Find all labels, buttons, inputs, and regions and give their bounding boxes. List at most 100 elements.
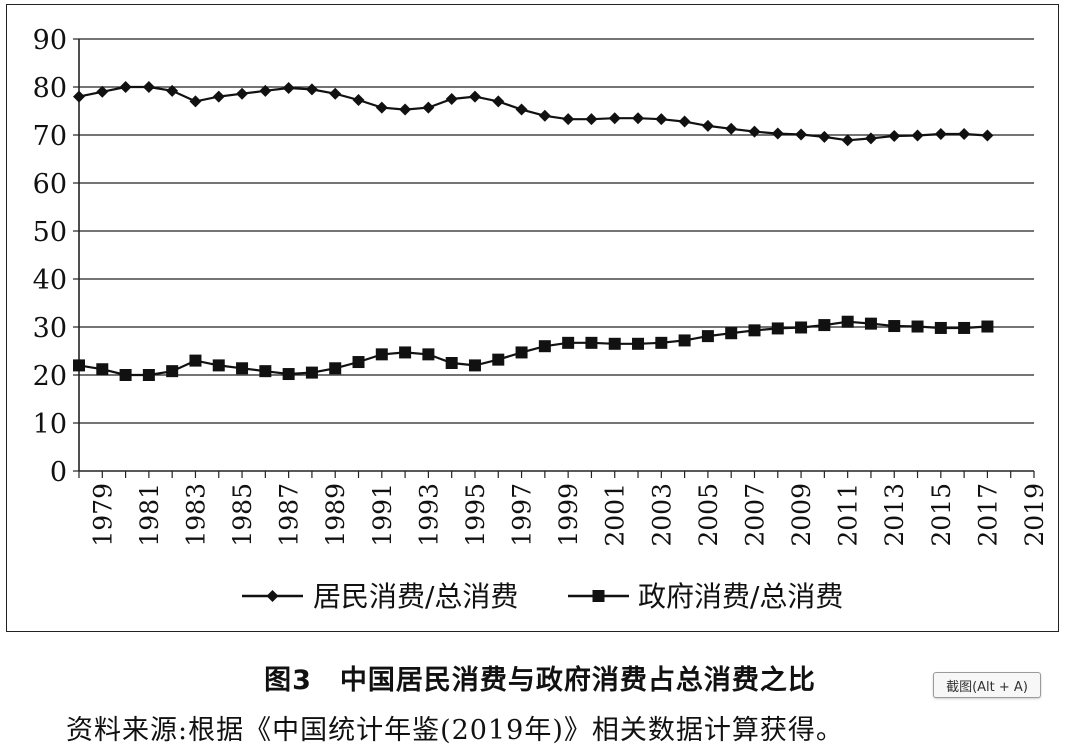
data-point-square [352,356,365,369]
data-point-square [701,330,714,343]
data-point-diamond [212,90,225,103]
y-tick-label: 0 [50,457,67,488]
data-point-square [445,357,458,369]
data-point-diamond [585,113,598,126]
x-tick-label: 2011 [834,483,863,547]
data-point-square [375,348,388,361]
line-chart: 0 10 20 30 40 50 60 70 80 90 1979 1981 1983 1985 1987 1… [33,25,1049,613]
chart-frame: 0 10 20 30 40 50 60 70 80 90 1979 1981 1983 1985 1987 1… [6,4,1059,632]
x-tick-label: 1991 [368,483,397,547]
data-point-square [864,317,877,330]
legend-label-2: 政府消费/总消费 [638,580,843,613]
x-tick-label: 1985 [228,483,257,547]
x-tick-label: 2009 [787,483,816,547]
data-point-diamond [305,83,318,96]
data-point-square [73,359,85,372]
data-point-diamond [236,87,249,100]
data-point-diamond [96,85,109,98]
data-point-square [608,337,621,350]
data-point-square [259,365,272,378]
data-point-diamond [515,103,528,116]
data-point-diamond [329,87,342,100]
data-point-square [934,321,947,334]
data-point-diamond [259,84,272,97]
series-line-2 [78,320,988,377]
data-point-square [632,337,645,350]
data-point-diamond [445,93,458,105]
data-point-diamond [399,103,412,116]
data-point-square [562,336,575,349]
data-point-square [655,336,668,349]
data-point-diamond [841,134,854,147]
data-point-square [585,336,598,349]
x-tick-label: 1995 [461,483,490,547]
data-point-diamond [375,101,388,114]
data-point-square [399,346,412,359]
data-point-diamond [562,113,575,126]
x-tick-label: 2015 [927,483,956,547]
data-point-diamond [352,93,365,106]
data-point-square [468,359,481,372]
data-point-diamond [632,112,645,125]
y-tick-label: 20 [33,361,67,392]
x-tick-label: 2003 [647,483,676,547]
data-point-diamond [468,90,481,103]
data-point-square [795,321,808,334]
data-point-square [96,363,109,376]
data-point-diamond [655,113,668,126]
data-point-square [678,334,691,347]
data-point-square [282,368,295,381]
data-point-square [492,353,505,366]
data-point-square [958,321,971,334]
data-point-square [771,322,784,335]
data-point-square [725,327,738,340]
series-line-1 [78,85,988,142]
data-point-diamond [678,115,691,128]
data-point-diamond [119,81,132,93]
data-point-square [888,320,901,333]
data-point-diamond [608,112,621,125]
x-tick-label: 1989 [321,483,350,547]
data-point-diamond [492,95,505,108]
y-tick-label: 70 [33,121,67,152]
data-point-square [538,340,551,353]
data-point-square [142,369,155,381]
y-tick-label: 60 [33,169,67,200]
legend-marker-square [592,590,605,602]
data-point-square [189,354,202,367]
data-point-diamond [981,129,994,142]
y-tick-label: 90 [33,25,67,56]
x-tick-label: 2013 [880,483,909,547]
data-point-diamond [748,125,761,138]
data-point-square [841,315,854,328]
data-point-diamond [934,128,947,141]
data-point-square [981,320,994,333]
data-point-diamond [422,101,435,114]
data-point-diamond [958,128,971,141]
screenshot-button[interactable]: 截图(Alt + A) [933,672,1041,698]
data-point-diamond [795,128,808,141]
legend-marker-diamond [266,590,279,602]
x-tick-label: 2005 [694,483,723,547]
data-point-square [212,359,225,372]
legend-label-1: 居民消费/总消费 [313,580,518,613]
data-point-square [748,324,761,337]
data-point-diamond [701,119,714,132]
x-tick-label: 1983 [181,483,210,547]
y-tick-label: 10 [33,409,67,440]
y-tick-label: 80 [33,73,67,104]
data-point-square [166,365,179,378]
figure-caption: 图3 中国居民消费与政府消费占总消费之比 [264,665,816,696]
y-tick-label: 40 [33,265,67,296]
x-tick-label: 1997 [508,483,537,547]
x-tick-label: 1999 [554,483,583,547]
data-point-diamond [725,122,738,135]
x-tick-label: 1981 [135,483,164,547]
data-point-square [119,369,132,381]
data-point-diamond [911,129,924,142]
y-tick-label: 30 [33,313,67,344]
x-tick-label: 2019 [1020,483,1049,547]
x-tick-label: 2017 [973,483,1002,547]
data-point-diamond [166,84,179,97]
x-tick-label: 2001 [601,483,630,547]
